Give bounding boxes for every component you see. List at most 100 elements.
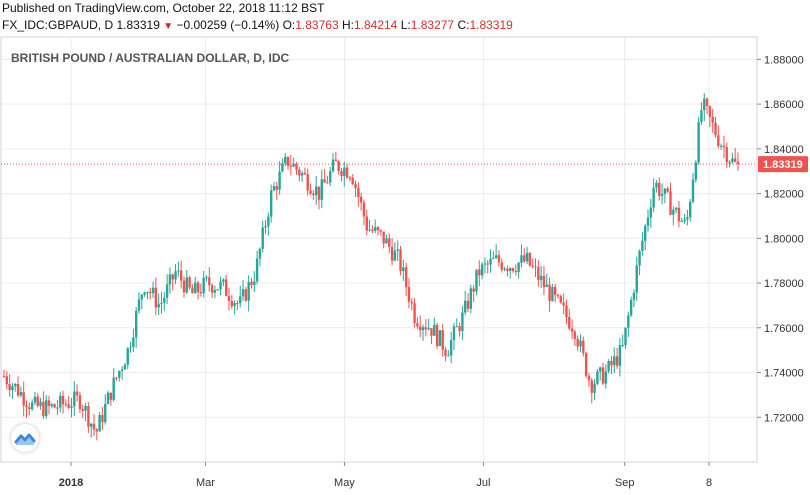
- candle-body: [523, 255, 526, 262]
- candle-body: [598, 367, 602, 372]
- last-price: 1.83319: [116, 18, 160, 32]
- y-tick-label: 1.88000: [764, 54, 804, 66]
- candle-body: [289, 165, 293, 167]
- candle-body: [472, 288, 475, 292]
- candle-body: [326, 182, 329, 184]
- candle-body: [261, 227, 264, 249]
- open-value: 1.83763: [295, 18, 339, 32]
- candle-body: [525, 252, 529, 262]
- candle-body: [464, 300, 467, 313]
- candle-body: [407, 287, 411, 302]
- candle-body: [728, 161, 731, 163]
- candle-body: [22, 392, 25, 406]
- candle-body: [430, 328, 433, 336]
- candle-body: [42, 401, 45, 417]
- candle-body: [638, 250, 641, 266]
- candle-body: [579, 340, 582, 347]
- candle-body: [596, 371, 599, 384]
- candle-body: [582, 340, 585, 354]
- candle-body: [115, 377, 118, 379]
- candle-body: [233, 302, 236, 307]
- candle-body: [185, 277, 188, 293]
- tradingview-logo-icon[interactable]: [11, 424, 39, 452]
- candle-body: [548, 284, 551, 301]
- candle-body: [154, 287, 158, 308]
- candle-body: [317, 186, 321, 200]
- x-tick-label: 8: [706, 477, 712, 489]
- low-label: L:: [400, 18, 411, 32]
- candle-body: [452, 326, 456, 341]
- candle-body: [520, 255, 523, 263]
- candle-body: [123, 364, 127, 370]
- candle-body: [683, 219, 686, 222]
- candle-body: [404, 267, 408, 288]
- candle-body: [137, 299, 141, 311]
- candle-body: [480, 264, 484, 276]
- candle-body: [182, 280, 186, 293]
- candle-body: [528, 252, 532, 266]
- candle-body: [5, 376, 9, 385]
- y-tick-label: 1.72000: [764, 412, 804, 424]
- candle-body: [202, 277, 205, 294]
- x-tick-label: May: [334, 477, 355, 489]
- candle-body: [708, 106, 712, 117]
- candle-body: [2, 376, 6, 378]
- candle-body: [306, 174, 309, 191]
- candle-body: [511, 268, 515, 272]
- candle-body: [362, 202, 366, 217]
- candle-body: [731, 158, 734, 162]
- candle-body: [89, 423, 93, 427]
- candle-body: [101, 414, 104, 423]
- candle-body: [247, 281, 250, 301]
- close-label: C:: [457, 18, 470, 32]
- candle-body: [390, 246, 394, 261]
- candle-body: [652, 187, 655, 208]
- candle-body: [371, 229, 374, 231]
- candle-body: [329, 171, 332, 183]
- candle-body: [500, 262, 503, 270]
- y-tick-label: 1.84000: [764, 144, 804, 156]
- candle-body: [497, 255, 501, 263]
- candle-body: [275, 186, 278, 190]
- candle-body: [258, 248, 262, 259]
- candle-body: [340, 171, 343, 177]
- candle-body: [213, 290, 217, 293]
- candle-body: [478, 269, 481, 276]
- candle-body: [424, 327, 428, 330]
- candle-body: [655, 182, 658, 188]
- candle-body: [615, 356, 619, 366]
- candle-body: [514, 271, 518, 273]
- open-label: O:: [282, 18, 296, 32]
- candle-body: [267, 216, 270, 227]
- candle-body: [680, 221, 683, 223]
- candle-body: [486, 263, 489, 265]
- candle-body: [255, 258, 259, 282]
- candle-body: [281, 163, 284, 172]
- candle-body: [466, 300, 470, 309]
- candle-body: [292, 163, 295, 167]
- candle-body: [25, 405, 28, 408]
- candle-body: [590, 380, 593, 393]
- candle-body: [87, 406, 90, 427]
- candle-body: [559, 296, 563, 303]
- candle-body: [165, 284, 169, 298]
- candle-body: [388, 238, 391, 247]
- candle-body: [75, 391, 79, 396]
- candle-body: [416, 323, 419, 327]
- x-tick-label: 2018: [59, 477, 83, 489]
- candle-body: [354, 184, 357, 188]
- candle-body: [539, 275, 543, 280]
- candle-body: [610, 361, 613, 366]
- candle-body: [562, 302, 565, 306]
- candle-body: [402, 267, 405, 272]
- candle-body: [151, 287, 155, 294]
- candle-body: [506, 268, 509, 271]
- candle-body: [303, 172, 307, 175]
- candle-body: [688, 201, 692, 218]
- candle-body: [241, 289, 245, 297]
- candle-body: [19, 392, 23, 396]
- candle-body: [351, 177, 354, 185]
- candle-body: [374, 227, 377, 231]
- candle-body: [30, 402, 34, 410]
